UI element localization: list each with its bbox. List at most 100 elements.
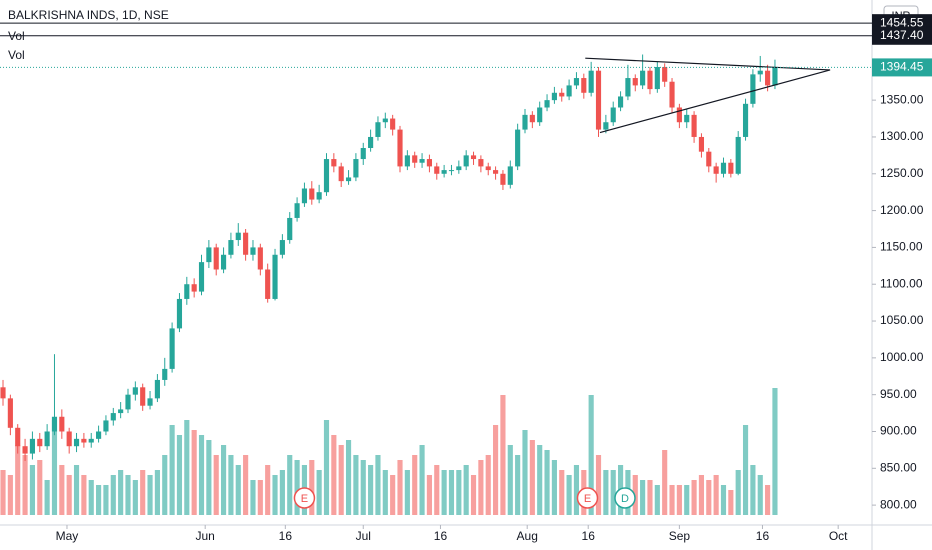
candle-body [294,203,300,218]
volume-bar [360,460,366,515]
volume-bar [441,470,447,515]
candle-body [412,155,418,163]
candle-body [272,254,278,299]
candle-body [198,262,205,292]
volume-bar [750,465,756,515]
candle-body [338,166,344,182]
candle-body [235,232,241,241]
y-tick-label: 850.00 [880,460,917,474]
candle-body [37,438,43,447]
event-marker [576,487,599,509]
volume-bar [81,475,87,515]
candle-body [103,420,109,432]
volume-bar [588,395,594,515]
volume-bar [595,455,602,515]
candle-body [654,67,660,90]
volume-bar [331,435,337,515]
candle-body [397,129,403,167]
volume-bar [88,480,94,515]
x-tick-label: Oct [829,529,848,543]
candle-body [0,387,6,399]
volume-bar [676,485,682,515]
candle-body [345,177,352,182]
candle-body [625,78,631,97]
candle-body [426,159,432,167]
volume-bar [323,420,330,515]
candle-body [463,155,469,167]
volume-bar [265,465,271,515]
volume-bar [757,475,763,515]
volume-bar [220,445,227,515]
volume-bar [713,475,719,515]
candle-body [750,74,756,104]
volume-bar [537,445,543,515]
candle-body [287,217,293,241]
candle-body [507,166,513,185]
candle-body [478,159,484,167]
candle-body [66,431,72,447]
candle-body [735,136,741,174]
y-tick-label: 1350.00 [880,92,924,106]
volume-bar [603,470,609,515]
candle-body [44,431,50,447]
candle-body [742,103,749,137]
volume-bar [162,455,168,515]
trend-line [585,57,831,71]
candle-body [456,166,462,171]
candle-body [360,148,366,160]
volume-bar [59,465,65,515]
volume-bar [287,455,293,515]
volume-bar [22,455,28,515]
candle-body [515,129,521,167]
candle-body [691,114,697,137]
volume-bar [720,485,727,515]
volume-bar [706,480,712,515]
volume-bar [96,485,102,515]
volume-bar [610,470,616,515]
volume-bar [397,460,403,515]
candle-body [220,254,227,270]
candle-body [640,70,646,86]
candle-body [301,188,308,204]
volume-bar [147,475,153,515]
candle-body [647,70,653,90]
x-tick-label: Jun [196,529,215,543]
y-tick-label: 1150.00 [880,240,923,254]
volume-bar [478,460,484,515]
candle-body [29,438,35,454]
volume-bar [691,480,697,515]
candle-body [662,67,668,82]
volume-bar [448,470,455,515]
volume-bar [184,420,190,515]
x-tick-label: May [56,529,79,543]
volume-bar [463,465,469,515]
candle-body [757,70,763,75]
volume-bar [566,475,572,515]
candle-body [331,159,337,167]
candle-body [162,368,168,380]
x-tick-label: 16 [582,529,596,543]
candle-body [257,247,263,270]
candle-body [88,438,94,443]
volume-bar [698,475,705,515]
volume-bar [551,460,557,515]
candle-body [154,379,160,399]
chart-title: BALKRISHNA INDS, 1D, NSE [8,8,169,22]
volume-bar [728,490,734,515]
price-label-box [872,26,932,45]
volume-bar [169,425,175,515]
candle-body [265,269,271,299]
candle-body [419,159,425,163]
volume-bar [772,388,778,515]
candle-body [566,85,572,97]
volume-bar [118,470,124,515]
price-label: 1454.55 [880,15,924,29]
volume-bar [456,470,462,515]
volume-bar [110,475,116,515]
candle-body [500,173,506,185]
volume-bar [426,475,432,515]
volume-bar [7,475,13,515]
volume-bar [404,470,410,515]
candle-body [22,446,28,454]
candle-body [485,166,491,171]
